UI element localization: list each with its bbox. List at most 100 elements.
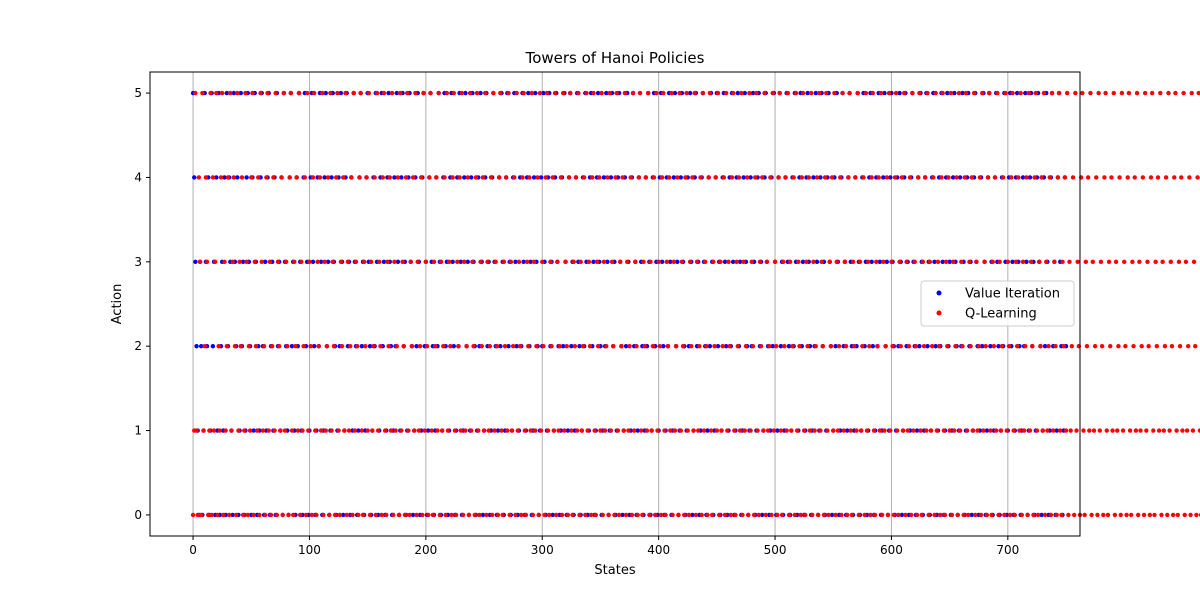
scatter-point bbox=[713, 175, 718, 180]
scatter-point bbox=[992, 175, 998, 180]
scatter-point bbox=[691, 428, 696, 433]
scatter-point bbox=[870, 90, 876, 96]
scatter-point bbox=[977, 175, 983, 180]
scatter-point bbox=[370, 428, 375, 433]
scatter-point bbox=[1152, 512, 1157, 518]
scatter-point bbox=[1013, 259, 1019, 265]
scatter-point bbox=[678, 175, 683, 180]
scatter-point bbox=[477, 512, 482, 518]
scatter-point bbox=[1062, 175, 1068, 180]
scatter-point bbox=[671, 175, 676, 180]
scatter-point bbox=[730, 90, 736, 96]
scatter-point bbox=[862, 512, 867, 518]
scatter-point bbox=[1060, 259, 1065, 265]
scatter-point bbox=[1166, 90, 1171, 96]
scatter-point bbox=[748, 428, 753, 433]
scatter-point bbox=[870, 343, 876, 349]
scatter-point bbox=[469, 175, 474, 180]
scatter-point bbox=[626, 428, 631, 433]
scatter-point bbox=[786, 512, 792, 518]
scatter-point bbox=[240, 259, 246, 265]
scatter-point bbox=[1004, 428, 1009, 433]
scatter-point bbox=[463, 90, 468, 96]
scatter-point bbox=[897, 259, 902, 265]
scatter-point bbox=[487, 343, 493, 349]
scatter-point bbox=[498, 90, 503, 96]
scatter-point bbox=[359, 343, 365, 349]
scatter-point bbox=[690, 175, 695, 180]
scatter-point bbox=[814, 175, 820, 180]
scatter-point bbox=[513, 259, 518, 265]
scatter-point bbox=[407, 512, 412, 518]
scatter-point bbox=[250, 90, 255, 96]
scatter-point bbox=[419, 175, 424, 180]
scatter-point bbox=[656, 259, 661, 265]
scatter-point bbox=[464, 343, 469, 349]
scatter-point bbox=[905, 428, 910, 433]
scatter-point bbox=[570, 512, 575, 518]
scatter-point bbox=[803, 512, 808, 518]
scatter-point bbox=[1042, 343, 1048, 349]
scatter-point bbox=[422, 428, 427, 433]
scatter-point bbox=[605, 175, 610, 180]
scatter-point bbox=[530, 512, 536, 518]
scatter-point bbox=[280, 512, 285, 518]
scatter-point bbox=[1038, 343, 1043, 349]
scatter-point bbox=[449, 512, 454, 518]
scatter-point bbox=[768, 175, 773, 180]
scatter-point bbox=[1010, 259, 1015, 265]
scatter-point bbox=[274, 512, 280, 518]
scatter-point bbox=[884, 175, 889, 180]
scatter-point bbox=[910, 90, 915, 96]
x-tick-label: 600 bbox=[880, 543, 903, 557]
scatter-point bbox=[371, 343, 376, 349]
scatter-point bbox=[1131, 343, 1136, 349]
scatter-point bbox=[733, 512, 738, 518]
scatter-point bbox=[1108, 343, 1113, 349]
scatter-point bbox=[351, 90, 356, 96]
scatter-point bbox=[715, 343, 721, 349]
scatter-point bbox=[746, 512, 751, 518]
scatter-point bbox=[933, 90, 938, 96]
scatter-point bbox=[811, 175, 816, 180]
scatter-point bbox=[363, 343, 368, 349]
scatter-point bbox=[448, 343, 453, 349]
scatter-point bbox=[754, 90, 759, 96]
scatter-point bbox=[670, 512, 675, 518]
scatter-point bbox=[357, 175, 362, 180]
scatter-point bbox=[218, 175, 224, 180]
scatter-point bbox=[832, 90, 837, 96]
scatter-point bbox=[1059, 512, 1064, 518]
scatter-point bbox=[888, 428, 893, 433]
scatter-point bbox=[196, 175, 202, 180]
scatter-point bbox=[673, 343, 679, 349]
scatter-point bbox=[784, 428, 789, 433]
scatter-point bbox=[310, 175, 316, 180]
scatter-point bbox=[1075, 259, 1080, 265]
scatter-point bbox=[1148, 175, 1154, 180]
scatter-point bbox=[1034, 428, 1040, 433]
scatter-point bbox=[309, 512, 314, 518]
scatter-point bbox=[808, 90, 814, 96]
scatter-point bbox=[249, 175, 254, 180]
scatter-point bbox=[818, 428, 823, 433]
scatter-point bbox=[1161, 428, 1167, 433]
scatter-point bbox=[848, 428, 853, 433]
scatter-point bbox=[676, 512, 681, 518]
scatter-point bbox=[203, 175, 209, 180]
scatter-point bbox=[423, 259, 429, 265]
scatter-point bbox=[459, 90, 465, 96]
scatter-point bbox=[635, 428, 640, 433]
scatter-point bbox=[876, 175, 881, 180]
scatter-point bbox=[851, 343, 857, 349]
scatter-point bbox=[451, 343, 456, 349]
scatter-point bbox=[850, 259, 856, 265]
scatter-point bbox=[651, 175, 657, 180]
scatter-point bbox=[925, 90, 930, 96]
scatter-point bbox=[437, 512, 443, 518]
scatter-point bbox=[226, 512, 232, 518]
scatter-point bbox=[1144, 428, 1149, 433]
scatter-point bbox=[414, 512, 419, 518]
scatter-point bbox=[414, 343, 419, 349]
scatter-point bbox=[386, 90, 391, 96]
